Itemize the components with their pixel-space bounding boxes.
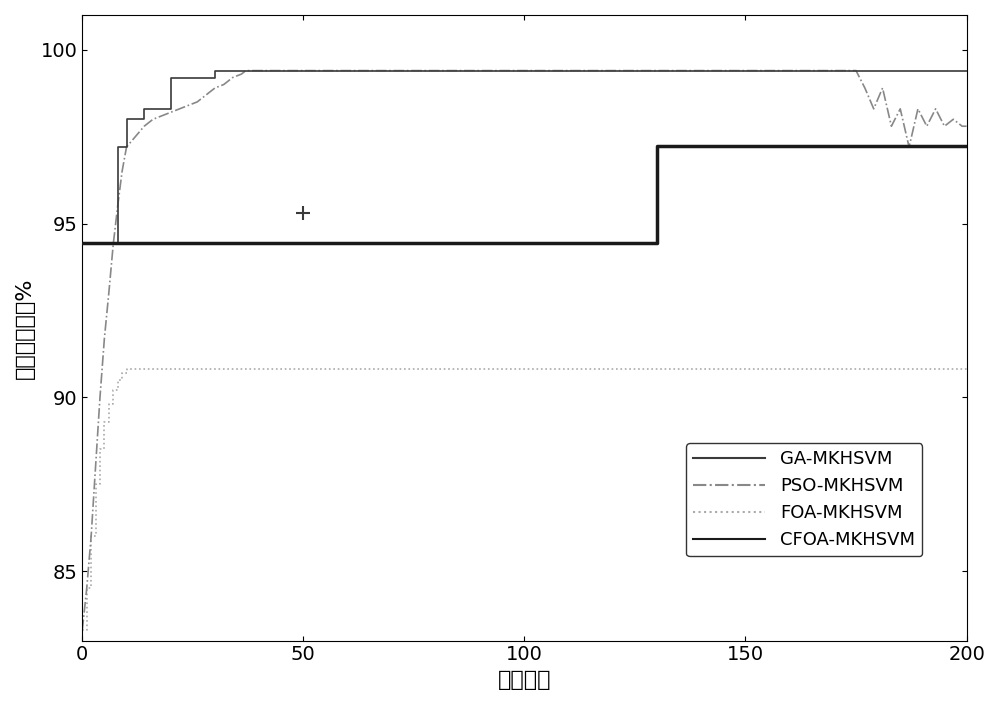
PSO-MKHSVM [76,626,88,634]
FOA-MKHSVM [961,365,973,374]
GA-MKHSVM [297,66,309,75]
FOA-MKHSVM [107,386,119,395]
GA-MKHSVM [81,240,93,249]
Y-axis label: 训练准确率，%: 训练准确率，% [15,277,35,379]
CFOA-MKHSVM [651,142,663,151]
CFOA-MKHSVM [961,142,973,151]
PSO-MKHSVM [209,84,221,92]
Line: CFOA-MKHSVM: CFOA-MKHSVM [82,147,967,243]
Legend: GA-MKHSVM, PSO-MKHSVM, FOA-MKHSVM, CFOA-MKHSVM: GA-MKHSVM, PSO-MKHSVM, FOA-MKHSVM, CFOA-… [686,443,922,556]
FOA-MKHSVM [112,376,124,384]
PSO-MKHSVM [859,84,871,92]
Line: PSO-MKHSVM: PSO-MKHSVM [82,70,967,630]
GA-MKHSVM [121,115,133,123]
X-axis label: 迭代步数: 迭代步数 [498,670,551,690]
PSO-MKHSVM [563,66,575,75]
PSO-MKHSVM [430,66,442,75]
GA-MKHSVM [138,104,150,113]
Line: GA-MKHSVM: GA-MKHSVM [82,70,967,245]
FOA-MKHSVM [76,626,88,634]
PSO-MKHSVM [81,584,93,593]
PSO-MKHSVM [961,122,973,130]
FOA-MKHSVM [121,365,133,374]
Line: FOA-MKHSVM: FOA-MKHSVM [82,369,967,630]
FOA-MKHSVM [81,584,93,593]
PSO-MKHSVM [240,66,252,75]
GA-MKHSVM [112,143,124,152]
GA-MKHSVM [209,66,221,75]
FOA-MKHSVM [85,532,97,541]
FOA-MKHSVM [94,445,106,453]
PSO-MKHSVM [651,66,663,75]
FOA-MKHSVM [103,400,115,408]
FOA-MKHSVM [98,417,110,426]
GA-MKHSVM [98,240,110,249]
FOA-MKHSVM [116,369,128,377]
FOA-MKHSVM [129,365,141,374]
CFOA-MKHSVM [76,239,88,247]
GA-MKHSVM [518,66,530,75]
GA-MKHSVM [76,240,88,249]
GA-MKHSVM [961,66,973,75]
CFOA-MKHSVM [81,239,93,247]
FOA-MKHSVM [90,480,102,489]
GA-MKHSVM [165,73,177,82]
GA-MKHSVM [651,66,663,75]
FOA-MKHSVM [125,365,137,374]
